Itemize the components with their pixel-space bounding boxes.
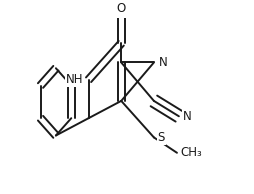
Text: N: N: [183, 110, 192, 123]
Text: NH: NH: [66, 73, 84, 86]
Text: S: S: [158, 131, 165, 144]
Text: CH₃: CH₃: [181, 146, 202, 159]
Text: N: N: [159, 56, 167, 69]
Text: O: O: [117, 2, 126, 15]
